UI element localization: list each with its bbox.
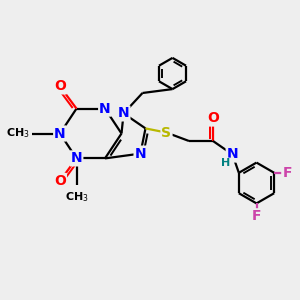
Text: N: N <box>54 127 66 140</box>
Text: S: S <box>161 126 172 140</box>
Text: O: O <box>54 174 66 188</box>
Text: H: H <box>221 158 230 168</box>
Text: F: F <box>282 166 292 180</box>
Text: N: N <box>99 102 111 116</box>
Text: O: O <box>54 80 66 93</box>
Text: F: F <box>252 209 261 223</box>
Text: CH$_3$: CH$_3$ <box>6 127 30 140</box>
Text: N: N <box>227 148 238 161</box>
Text: CH$_3$: CH$_3$ <box>64 190 88 204</box>
Text: N: N <box>118 106 129 120</box>
Text: N: N <box>71 152 82 165</box>
Text: O: O <box>207 112 219 125</box>
Text: N: N <box>135 147 146 160</box>
